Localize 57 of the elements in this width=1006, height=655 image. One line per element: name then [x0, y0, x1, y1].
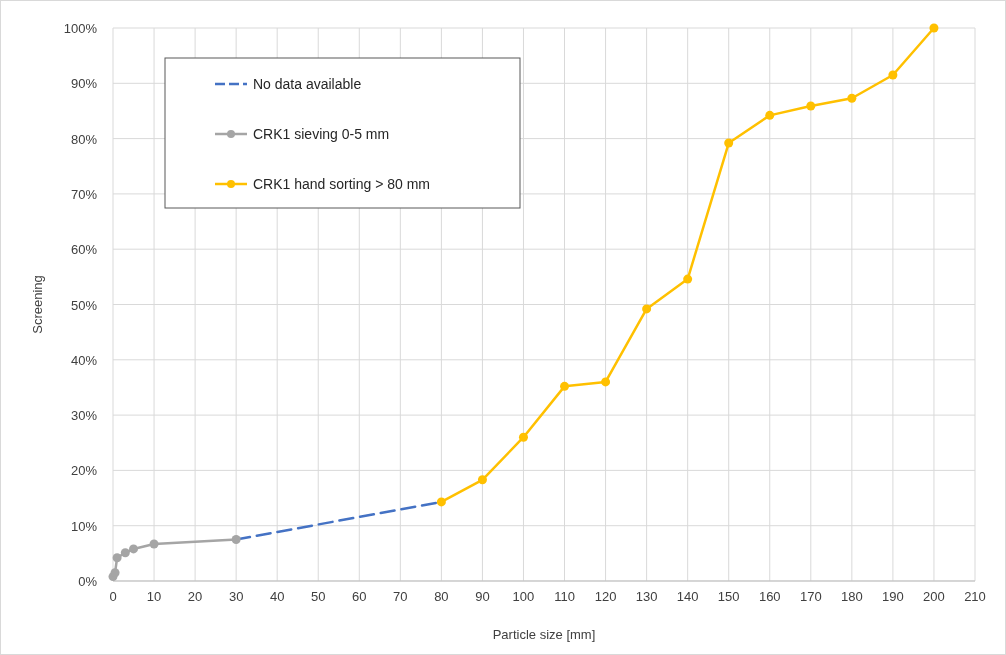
- point: [806, 101, 816, 111]
- y-tick-label: 10%: [70, 518, 98, 534]
- x-tick-label: 200: [923, 589, 945, 604]
- point: [149, 539, 159, 549]
- y-tick-label: 70%: [70, 186, 98, 202]
- y-tick-label: 60%: [70, 242, 98, 258]
- point: [110, 568, 120, 578]
- x-tick-label: 180: [841, 589, 863, 604]
- x-tick-label: 70: [393, 589, 408, 604]
- y-tick-label: 20%: [70, 463, 98, 479]
- point: [724, 138, 734, 148]
- point: [847, 93, 857, 103]
- point: [231, 535, 241, 545]
- y-axis-title: Screening: [30, 275, 45, 334]
- point: [129, 544, 139, 554]
- y-tick-label: 40%: [70, 352, 98, 368]
- x-tick-label: 140: [676, 589, 699, 604]
- x-axis-title: Particle size [mm]: [492, 627, 596, 642]
- x-tick-label: 150: [717, 589, 740, 604]
- legend-label: CRK1 hand sorting > 80 mm: [253, 176, 431, 192]
- x-tick-label: 120: [594, 589, 617, 604]
- point: [888, 70, 898, 80]
- point: [601, 377, 611, 387]
- x-tick-label: 0: [109, 589, 117, 604]
- x-tick-label: 10: [146, 589, 162, 604]
- legend-label: No data available: [253, 76, 362, 92]
- y-tick-label: 80%: [70, 131, 98, 147]
- x-tick-label: 100: [512, 589, 535, 604]
- x-tick-label: 20: [187, 589, 203, 604]
- point: [436, 497, 446, 507]
- x-tick-label: 60: [352, 589, 367, 604]
- x-tick-label: 30: [228, 589, 244, 604]
- point: [683, 274, 693, 284]
- point: [560, 381, 570, 391]
- x-tick-label: 130: [635, 589, 658, 604]
- y-tick-label: 100%: [63, 21, 98, 36]
- x-tick-label: 170: [799, 589, 822, 604]
- x-tick-label: 40: [269, 589, 285, 604]
- x-tick-label: 110: [554, 589, 575, 604]
- point: [477, 475, 487, 485]
- x-tick-label: 190: [882, 589, 904, 604]
- y-tick-label: 90%: [70, 76, 98, 92]
- x-tick-label: 90: [475, 589, 490, 604]
- point: [765, 110, 775, 120]
- point: [120, 548, 130, 558]
- y-tick-label: 50%: [70, 297, 98, 313]
- x-tick-label: 160: [758, 589, 781, 604]
- y-tick-label: 30%: [70, 408, 98, 424]
- y-tick-label: 0%: [78, 574, 98, 589]
- x-tick-label: 50: [311, 589, 326, 604]
- point: [518, 432, 528, 442]
- point: [112, 553, 122, 563]
- legend-label: CRK1 sieving 0-5 mm: [253, 126, 390, 142]
- x-tick-label: 210: [964, 589, 986, 604]
- point: [642, 304, 652, 314]
- point: [929, 23, 939, 33]
- x-tick-label: 80: [434, 589, 449, 604]
